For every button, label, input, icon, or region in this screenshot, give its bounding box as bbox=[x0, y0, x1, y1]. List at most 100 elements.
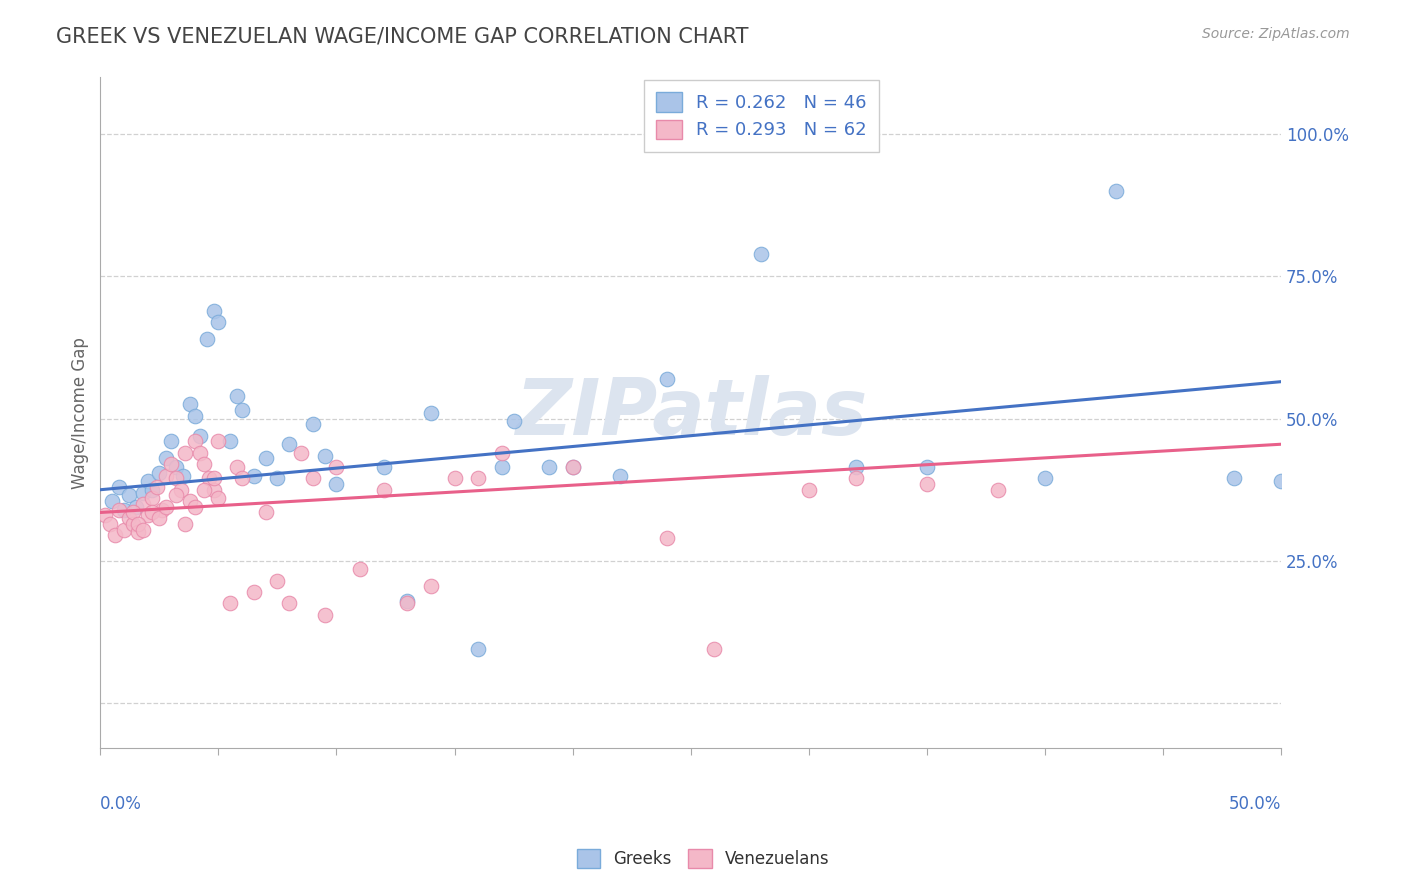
Point bbox=[141, 491, 163, 506]
Point bbox=[325, 460, 347, 475]
Text: GREEK VS VENEZUELAN WAGE/INCOME GAP CORRELATION CHART: GREEK VS VENEZUELAN WAGE/INCOME GAP CORR… bbox=[56, 27, 749, 46]
Point bbox=[195, 332, 218, 346]
Point bbox=[202, 303, 225, 318]
Point bbox=[184, 434, 207, 449]
Point bbox=[148, 511, 170, 525]
Point bbox=[349, 562, 371, 576]
Point bbox=[108, 502, 131, 516]
Point bbox=[243, 585, 266, 599]
Point bbox=[290, 446, 312, 460]
Point bbox=[118, 488, 141, 502]
Point bbox=[373, 483, 395, 497]
Point bbox=[655, 372, 678, 386]
Point bbox=[101, 494, 124, 508]
Point bbox=[243, 468, 266, 483]
Point bbox=[160, 434, 183, 449]
Point bbox=[467, 471, 489, 485]
Point bbox=[103, 528, 125, 542]
Point bbox=[155, 451, 177, 466]
Point bbox=[132, 523, 155, 537]
Point bbox=[987, 483, 1010, 497]
Point bbox=[174, 446, 197, 460]
Point bbox=[127, 516, 149, 531]
Point bbox=[184, 409, 207, 423]
Point bbox=[207, 315, 229, 329]
Point bbox=[146, 480, 169, 494]
Point bbox=[184, 500, 207, 514]
Point bbox=[797, 483, 820, 497]
Point bbox=[314, 449, 336, 463]
Point bbox=[132, 497, 155, 511]
Point bbox=[165, 460, 187, 475]
Point bbox=[1105, 184, 1128, 198]
Point bbox=[751, 246, 773, 260]
Point bbox=[112, 523, 135, 537]
Point bbox=[1270, 474, 1292, 488]
Point bbox=[112, 502, 135, 516]
Point bbox=[136, 508, 159, 523]
Point bbox=[845, 471, 868, 485]
Point bbox=[150, 502, 173, 516]
Text: Source: ZipAtlas.com: Source: ZipAtlas.com bbox=[1202, 27, 1350, 41]
Point bbox=[419, 406, 441, 420]
Point bbox=[396, 597, 419, 611]
Point bbox=[373, 460, 395, 475]
Point bbox=[1222, 471, 1244, 485]
Point bbox=[132, 485, 155, 500]
Point bbox=[302, 417, 325, 432]
Point bbox=[419, 579, 441, 593]
Point bbox=[278, 437, 301, 451]
Point bbox=[172, 468, 194, 483]
Point bbox=[703, 642, 725, 657]
Point bbox=[193, 483, 215, 497]
Point bbox=[141, 506, 163, 520]
Point bbox=[491, 446, 513, 460]
Point bbox=[174, 516, 197, 531]
Point bbox=[231, 403, 253, 417]
Point bbox=[1033, 471, 1056, 485]
Point bbox=[169, 483, 191, 497]
Point bbox=[202, 483, 225, 497]
Point bbox=[443, 471, 465, 485]
Legend: Greeks, Venezuelans: Greeks, Venezuelans bbox=[569, 843, 837, 875]
Point bbox=[226, 460, 249, 475]
Point bbox=[193, 457, 215, 471]
Point bbox=[491, 460, 513, 475]
Point bbox=[207, 491, 229, 506]
Point bbox=[561, 460, 583, 475]
Point bbox=[561, 460, 583, 475]
Point bbox=[202, 471, 225, 485]
Text: 50.0%: 50.0% bbox=[1229, 796, 1281, 814]
Point bbox=[537, 460, 560, 475]
Point bbox=[141, 483, 163, 497]
Point bbox=[127, 525, 149, 540]
Point bbox=[148, 466, 170, 480]
Point bbox=[314, 607, 336, 622]
Point bbox=[188, 446, 211, 460]
Point bbox=[302, 471, 325, 485]
Point bbox=[94, 508, 117, 523]
Point bbox=[609, 468, 631, 483]
Point bbox=[396, 593, 419, 607]
Point bbox=[122, 516, 145, 531]
Point bbox=[118, 511, 141, 525]
Point bbox=[219, 434, 242, 449]
Point bbox=[165, 488, 187, 502]
Point bbox=[502, 415, 524, 429]
Legend: R = 0.262   N = 46, R = 0.293   N = 62: R = 0.262 N = 46, R = 0.293 N = 62 bbox=[644, 79, 879, 152]
Point bbox=[915, 460, 938, 475]
Point bbox=[207, 434, 229, 449]
Text: ZIPatlas: ZIPatlas bbox=[515, 375, 866, 451]
Point bbox=[136, 474, 159, 488]
Point bbox=[266, 574, 288, 588]
Point bbox=[219, 597, 242, 611]
Point bbox=[915, 477, 938, 491]
Point bbox=[165, 471, 187, 485]
Point bbox=[467, 642, 489, 657]
Point bbox=[325, 477, 347, 491]
Point bbox=[226, 389, 249, 403]
Point bbox=[160, 457, 183, 471]
Point bbox=[254, 451, 277, 466]
Point bbox=[278, 597, 301, 611]
Point bbox=[655, 531, 678, 545]
